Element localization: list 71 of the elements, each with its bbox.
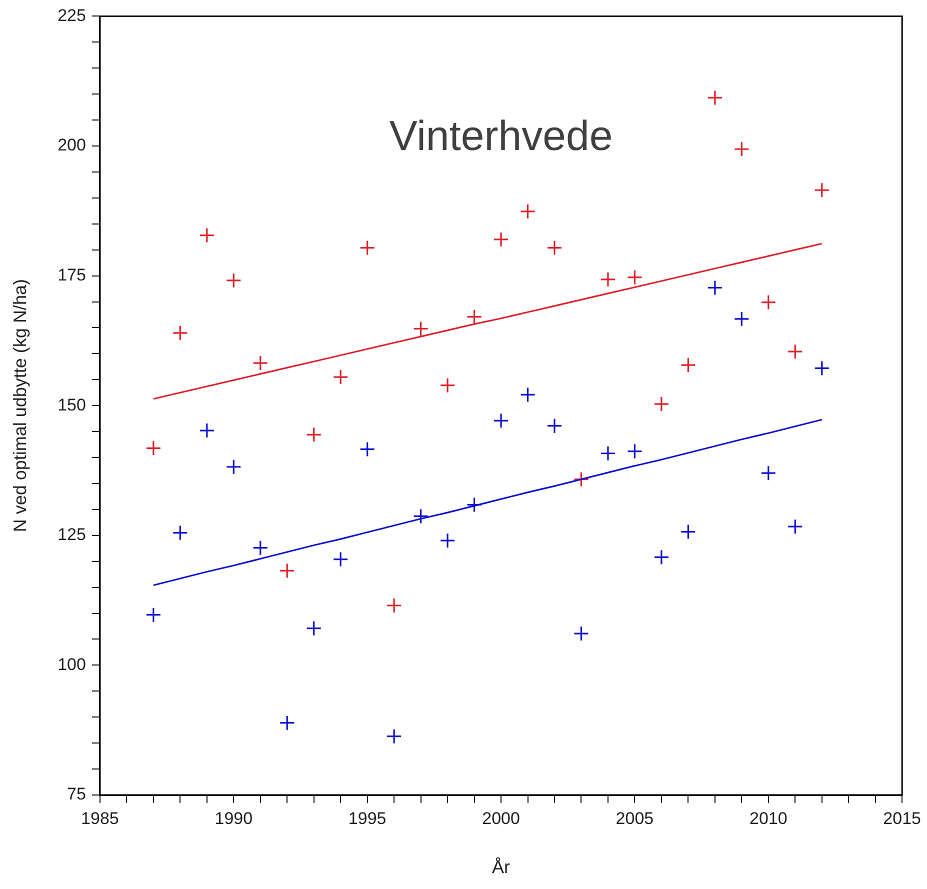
point <box>199 422 215 438</box>
y-tick-label: 175 <box>58 265 86 284</box>
point <box>252 540 268 556</box>
point <box>600 272 616 288</box>
point <box>146 607 162 623</box>
point <box>707 90 723 106</box>
point <box>760 465 776 481</box>
point <box>279 562 295 579</box>
point <box>332 369 348 385</box>
x-tick-label: 2000 <box>482 808 520 828</box>
point <box>760 294 776 310</box>
point <box>573 626 590 642</box>
point <box>360 240 376 256</box>
y-tick-label: 200 <box>58 136 86 155</box>
point <box>493 232 509 248</box>
x-tick-label: 2005 <box>616 808 654 828</box>
x-tick-label: 1995 <box>348 808 386 828</box>
point <box>680 524 696 540</box>
point <box>707 280 723 296</box>
point <box>654 396 670 412</box>
y-tick-label: 150 <box>58 395 86 414</box>
point <box>386 598 402 614</box>
point <box>172 325 188 341</box>
point <box>680 357 696 373</box>
line-series <box>152 242 823 400</box>
point <box>226 459 242 475</box>
point <box>252 355 268 371</box>
point <box>413 320 429 337</box>
point <box>654 549 670 566</box>
point <box>440 378 456 394</box>
point <box>332 551 348 568</box>
line-series <box>152 418 823 586</box>
y-tick-label: 225 <box>58 6 86 25</box>
y-tick-label: 75 <box>67 784 86 804</box>
point <box>172 525 188 541</box>
point <box>440 532 456 548</box>
point <box>734 141 750 157</box>
point <box>466 309 482 325</box>
text: Vinterhvede <box>389 112 613 159</box>
x-axis-title: År <box>492 857 510 878</box>
point <box>360 441 376 458</box>
y-tick-label: 125 <box>58 525 86 544</box>
point <box>386 728 402 744</box>
point <box>600 446 616 462</box>
point <box>520 204 536 220</box>
point <box>573 472 590 488</box>
y-axis-title: N ved optimal udbytte (kg N/ha) <box>10 279 30 532</box>
point <box>814 182 830 198</box>
point <box>814 360 830 376</box>
point <box>546 418 562 434</box>
point <box>199 228 215 244</box>
x-tick-label: 1990 <box>214 808 253 828</box>
point <box>306 426 322 442</box>
point <box>546 240 562 256</box>
point <box>734 311 750 327</box>
point <box>306 620 322 636</box>
point <box>787 344 803 360</box>
y-tick-label: 100 <box>58 654 86 674</box>
point <box>226 272 242 288</box>
point <box>466 496 482 513</box>
point <box>626 443 643 460</box>
point <box>279 715 295 731</box>
x-tick-label: 1985 <box>81 808 119 828</box>
point <box>520 386 536 402</box>
point <box>146 440 162 456</box>
point <box>626 270 643 286</box>
point <box>413 508 429 524</box>
point <box>493 412 509 428</box>
point <box>787 518 803 534</box>
x-tick-label: 2015 <box>883 808 922 828</box>
x-tick-label: 2010 <box>749 808 788 828</box>
